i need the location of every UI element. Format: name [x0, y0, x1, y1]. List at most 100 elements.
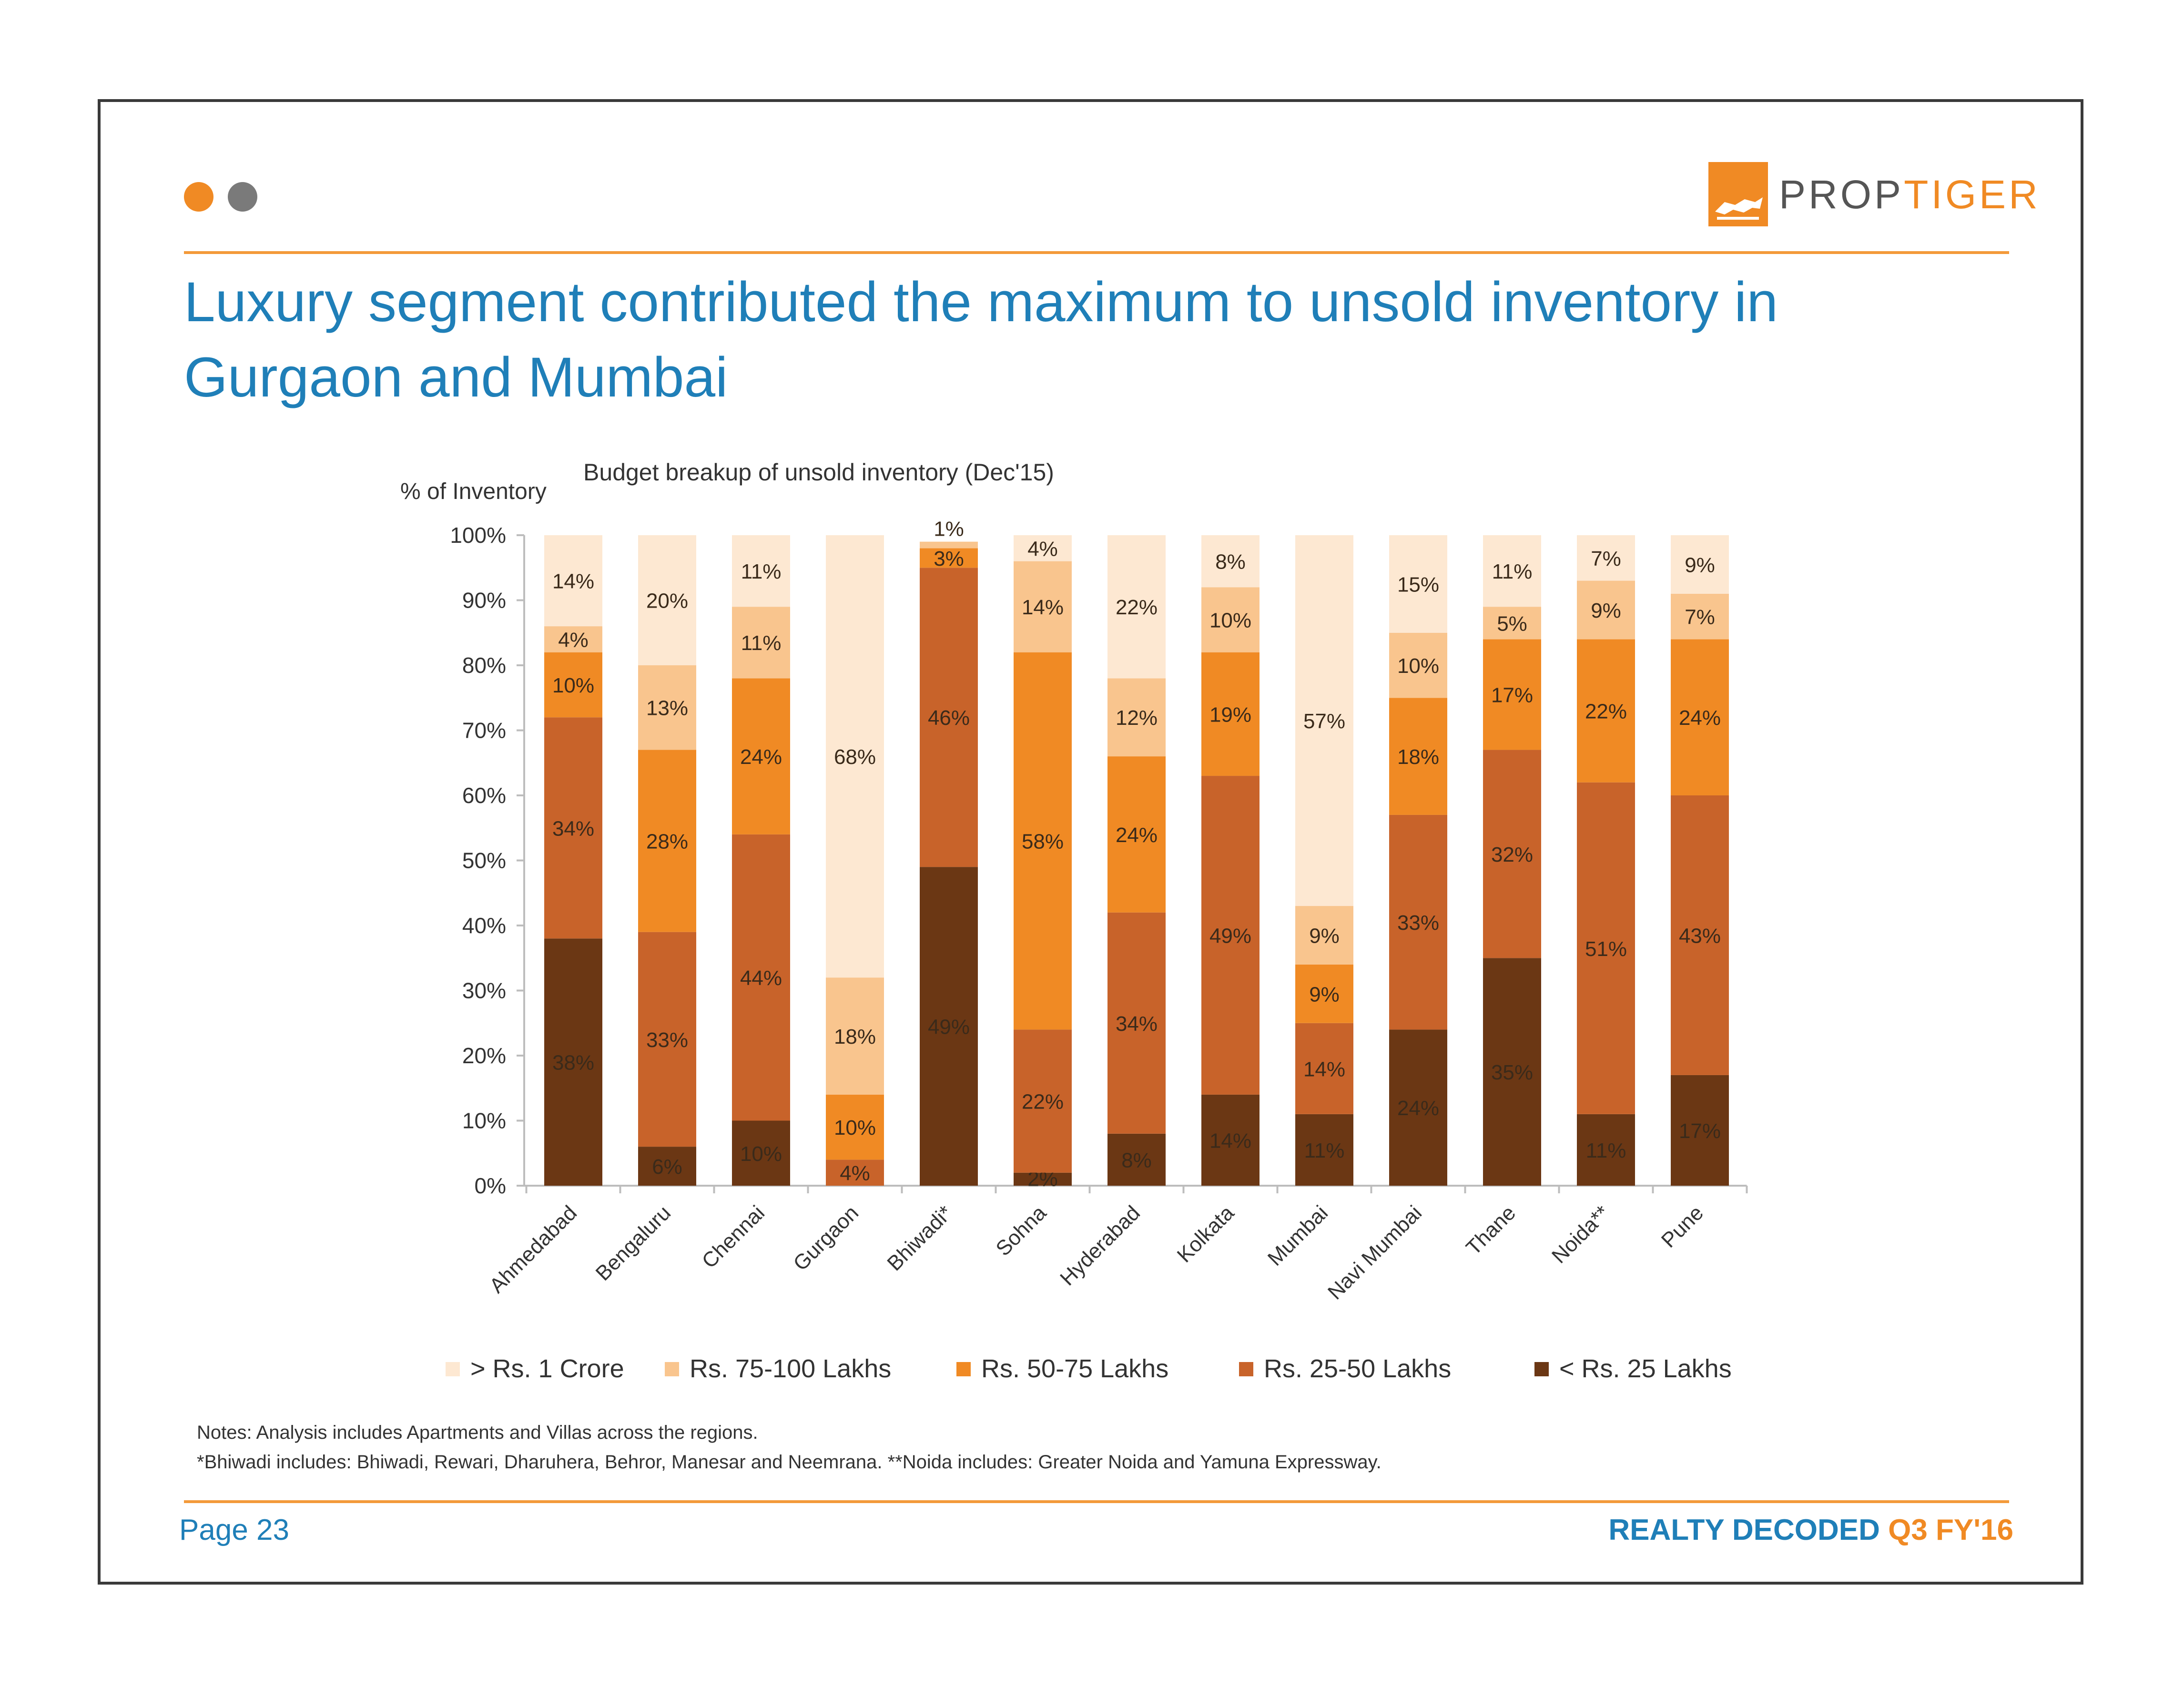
bar-segment: [638, 750, 696, 932]
data-label: 28%: [646, 830, 688, 854]
bar-segment: [544, 717, 602, 939]
footer-rule: [184, 1500, 2009, 1503]
bar-segment: [1577, 1114, 1635, 1186]
legend-swatch: [956, 1362, 971, 1376]
legend-swatch: [446, 1362, 460, 1376]
bar-segment: [1671, 535, 1729, 594]
y-tick-label: 60%: [462, 783, 506, 808]
bar-segment: [1201, 535, 1260, 588]
x-tick-label: Bengaluru: [591, 1201, 676, 1285]
data-label: 33%: [1397, 911, 1439, 935]
data-label: 22%: [1585, 700, 1627, 723]
data-label: 9%: [1309, 983, 1340, 1006]
bar-segment: [1107, 535, 1166, 679]
y-tick-label: 10%: [462, 1108, 506, 1133]
tiger-logo-icon: [1708, 162, 1768, 226]
data-label: 17%: [1679, 1119, 1721, 1143]
logo-wordmark: PROPTIGER: [1779, 172, 2041, 218]
data-label: 24%: [1397, 1097, 1439, 1120]
data-label: 34%: [552, 817, 594, 840]
bar-segment: [826, 977, 884, 1095]
legend-label: > Rs. 1 Crore: [470, 1354, 624, 1383]
bar-segment: [1483, 535, 1541, 607]
data-label: 12%: [1116, 706, 1158, 730]
bar-segment: [1295, 535, 1353, 906]
bar-segment: [1389, 632, 1447, 698]
data-label: 1%: [934, 518, 964, 541]
bar-segment: [1201, 652, 1260, 776]
data-label: 3%: [934, 547, 964, 570]
data-label: 10%: [1397, 654, 1439, 678]
footer-brand-name: REALTY DECODED: [1608, 1514, 1880, 1546]
data-label: 24%: [740, 745, 782, 769]
x-tick-label: Mumbai: [1263, 1201, 1332, 1270]
y-tick-label: 70%: [462, 718, 506, 743]
data-label: 11%: [1586, 1139, 1626, 1162]
bar-segment: [1014, 561, 1072, 652]
slide-frame: [98, 99, 2083, 1585]
bar-segment: [1107, 678, 1166, 757]
data-label: 22%: [1022, 1090, 1064, 1114]
x-tick-label: Gurgaon: [789, 1201, 863, 1275]
bar-segment: [1389, 814, 1447, 1030]
bar-segment: [1671, 795, 1729, 1075]
data-label: 14%: [1209, 1129, 1251, 1152]
bar-segment: [1577, 535, 1635, 581]
data-label: 8%: [1215, 550, 1246, 574]
bar-segment: [1201, 776, 1260, 1095]
page-title-line-2: Gurgaon and Mumbai: [184, 346, 728, 409]
orange-dot-icon: [184, 182, 213, 212]
bar-segment: [1577, 782, 1635, 1114]
bar-segment: [1483, 607, 1541, 640]
grey-dot-icon: [228, 182, 257, 212]
y-tick-label: 100%: [450, 523, 506, 548]
chart-title: Budget breakup of unsold inventory (Dec'…: [583, 459, 1054, 486]
data-label: 24%: [1679, 706, 1721, 730]
y-tick-label: 0%: [475, 1173, 506, 1198]
bar-segment: [1671, 1075, 1729, 1186]
bar-segment: [1014, 535, 1072, 561]
data-label: 11%: [1492, 560, 1533, 583]
bar-segment: [1577, 639, 1635, 783]
data-label: 44%: [740, 966, 782, 990]
data-label: 4%: [1027, 537, 1058, 560]
data-label: 18%: [1397, 745, 1439, 769]
bar-segment: [920, 568, 978, 867]
data-label: 8%: [1121, 1149, 1152, 1172]
bar-segment: [1295, 964, 1353, 1023]
data-label: 57%: [1303, 710, 1345, 733]
bar-segment: [638, 932, 696, 1147]
data-label: 7%: [1685, 606, 1715, 629]
data-label: 14%: [1022, 596, 1064, 619]
bar-segment: [920, 548, 978, 568]
bar-segment: [638, 665, 696, 750]
data-label: 9%: [1309, 924, 1340, 947]
data-label: 10%: [740, 1142, 782, 1166]
bar-segment: [920, 867, 978, 1186]
data-label: 5%: [1497, 612, 1527, 635]
data-label: 9%: [1685, 553, 1715, 577]
y-tick-label: 50%: [462, 848, 506, 873]
bar-segment: [1014, 1172, 1072, 1186]
x-tick-label: Sohna: [991, 1201, 1051, 1261]
bar-segment: [544, 535, 602, 627]
data-label: 10%: [834, 1116, 876, 1139]
x-tick-label: Chennai: [698, 1201, 770, 1273]
data-label: 4%: [840, 1162, 870, 1185]
data-label: 20%: [646, 590, 688, 613]
bar-segment: [1107, 1133, 1166, 1186]
page-number: Page 23: [179, 1514, 289, 1546]
notes-line-2: *Bhiwadi includes: Bhiwadi, Rewari, Dhar…: [197, 1452, 1382, 1473]
page-title: Luxury segment contributed the maximum t…: [184, 264, 1995, 415]
legend-swatch: [1239, 1362, 1253, 1376]
legend-label: Rs. 75-100 Lakhs: [690, 1354, 891, 1383]
legend-label: Rs. 50-75 Lakhs: [981, 1354, 1168, 1383]
bar-segment: [1483, 750, 1541, 958]
data-label: 35%: [1491, 1061, 1533, 1084]
logo-word-prop: PROP: [1779, 172, 1904, 217]
x-tick-label: Hyderabad: [1056, 1201, 1145, 1290]
data-label: 19%: [1209, 703, 1251, 726]
data-label: 32%: [1491, 843, 1533, 866]
y-axis-label: % of Inventory: [400, 479, 547, 504]
